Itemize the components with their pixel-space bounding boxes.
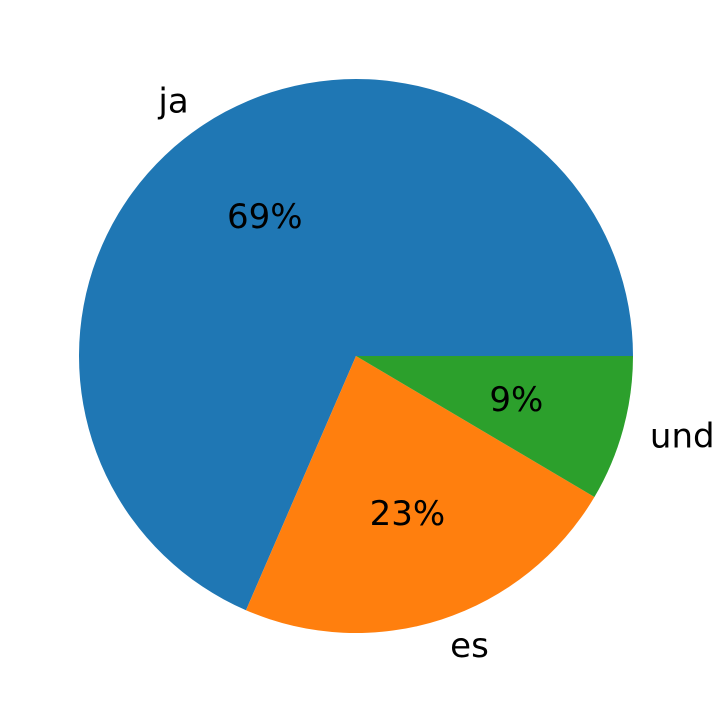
pie-slice-es <box>245 356 595 633</box>
pie-category-label-ja: ja <box>157 81 188 121</box>
pie-slice-und <box>356 356 633 498</box>
pie-pct-label-und: 9% <box>489 380 543 420</box>
pie-slices <box>78 78 633 633</box>
pie-pct-label-ja: 69% <box>227 197 303 237</box>
pie-category-label-es: es <box>450 626 489 666</box>
pie-pct-label-es: 23% <box>370 494 446 534</box>
pie-slice-ja <box>78 78 633 611</box>
pie-category-label-und: und <box>650 416 715 456</box>
pie-labels: 69% ja 23% es 9% und <box>157 81 714 665</box>
